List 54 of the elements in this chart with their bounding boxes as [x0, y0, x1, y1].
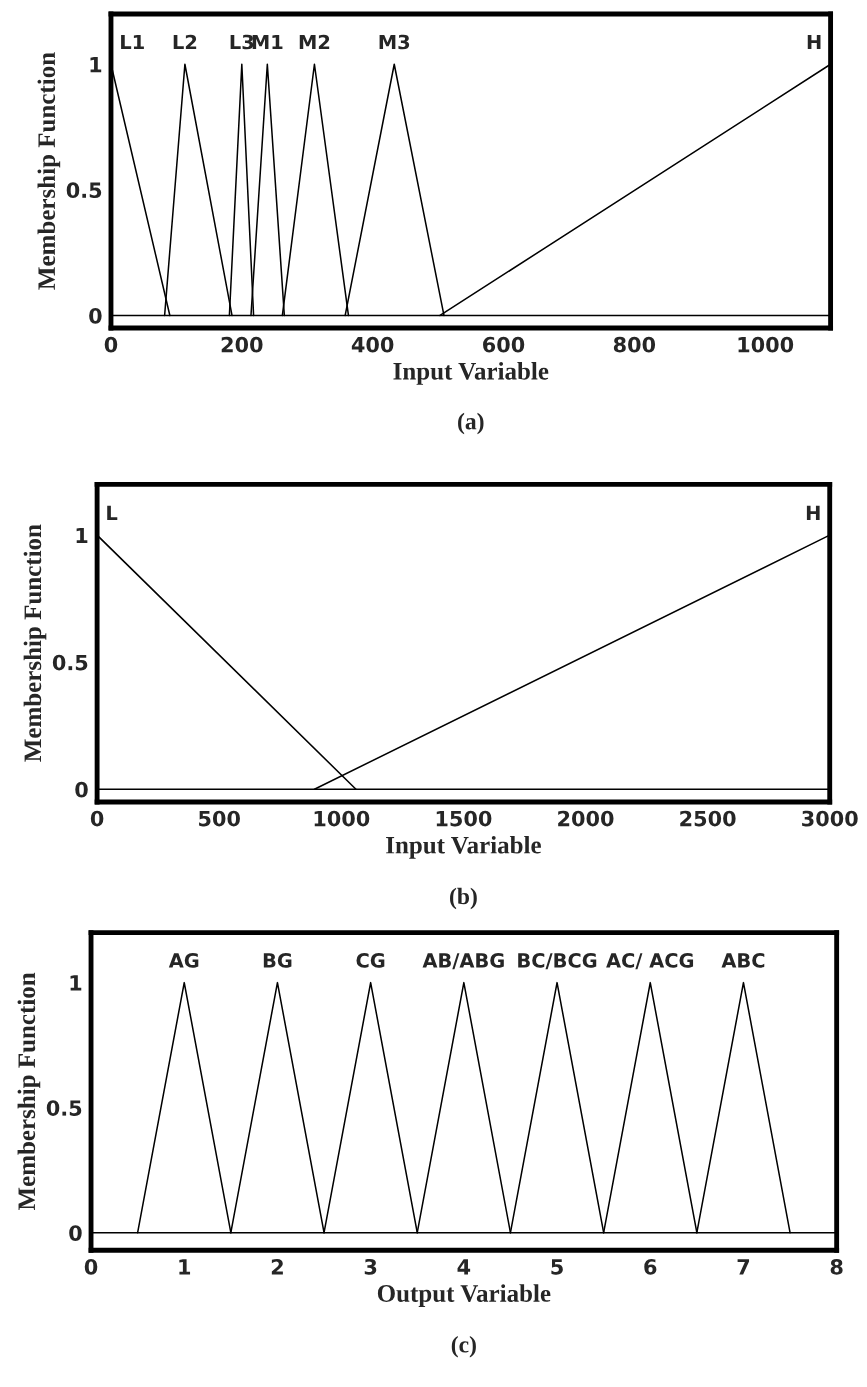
series-label: M1: [252, 34, 283, 50]
series-label: L3: [230, 34, 254, 50]
y-axis-title: Membership Function: [37, 52, 61, 290]
series-label: L2: [173, 34, 197, 50]
series-label: CG: [356, 953, 385, 968]
x-tick-label: 6: [644, 1258, 657, 1275]
y-axis-title: Membership Function: [17, 972, 41, 1211]
series-label: AB/ABG: [422, 953, 504, 970]
text: (b): [450, 887, 477, 910]
series-label: H: [806, 505, 820, 521]
y-tick-label: 0: [89, 307, 102, 324]
series-label: ABC: [721, 953, 765, 968]
x-tick-label: 2500: [680, 810, 736, 827]
text: (a): [458, 412, 484, 435]
series-label: BG: [263, 953, 292, 968]
x-tick-label: 800: [613, 336, 656, 353]
x-tick-label: 400: [351, 336, 394, 353]
y-tick-label: 1: [90, 56, 102, 73]
series-label: M3: [379, 34, 410, 50]
x-tick-label: 1000: [314, 810, 370, 827]
y-axis-title: Membership Function: [23, 524, 47, 762]
x-axis-title: Output Variable: [377, 1284, 551, 1307]
y-tick-label: 1: [70, 975, 82, 991]
x-tick-label: 3000: [802, 810, 858, 827]
y-tick-label: 0.5: [46, 1100, 82, 1116]
x-tick-label: 200: [221, 336, 263, 353]
x-tick-label: 1: [179, 1259, 191, 1275]
y-tick-label: 1: [76, 527, 88, 544]
series-label: L: [107, 505, 118, 521]
x-tick-label: 2: [271, 1258, 283, 1275]
x-tick-label: 2000: [558, 810, 614, 827]
y-tick-label: 0: [75, 781, 88, 798]
x-axis-title: Input Variable: [393, 362, 549, 385]
x-tick-label: 8: [830, 1258, 843, 1275]
y-tick-label: 0: [69, 1225, 82, 1241]
x-axis-title: Input Variable: [386, 836, 541, 859]
x-tick-label: 1500: [436, 810, 492, 827]
x-tick-label: 3: [364, 1258, 377, 1275]
series-label: BC/BCG: [518, 953, 597, 970]
series-label: L1: [121, 34, 144, 50]
series-label: AC/ ACG: [606, 953, 694, 970]
x-tick-label: 5: [551, 1259, 563, 1275]
series-label: H: [807, 34, 821, 50]
x-tick-label: 500: [199, 810, 240, 827]
x-tick-label: 7: [737, 1259, 750, 1275]
series-label: AG: [168, 953, 199, 968]
x-tick-label: 600: [483, 336, 525, 353]
x-tick-label: 1000: [738, 336, 794, 353]
y-tick-label: 0.5: [52, 654, 88, 671]
x-tick-label: 0: [104, 336, 118, 353]
y-tick-label: 0.5: [66, 182, 102, 199]
x-tick-label: 4: [457, 1259, 471, 1275]
series-label: M2: [299, 34, 330, 50]
text: (c): [451, 1336, 476, 1358]
